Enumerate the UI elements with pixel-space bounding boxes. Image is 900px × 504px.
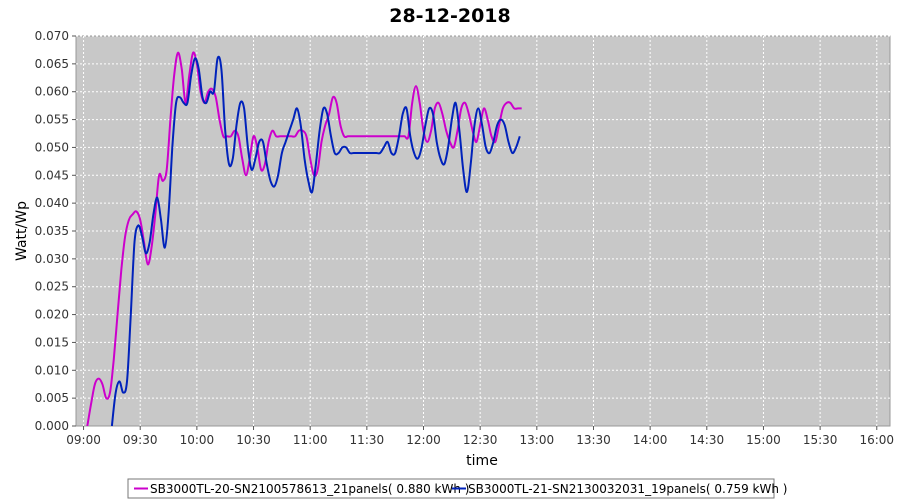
y-tick-label: 0.020 (35, 308, 69, 322)
series-layer (86, 51, 522, 427)
y-tick-label: 0.065 (35, 57, 69, 71)
y-tick-label: 0.025 (35, 280, 69, 294)
y-tick-label: 0.000 (35, 419, 69, 433)
x-tick-label: 11:30 (350, 433, 385, 447)
y-tick-label: 0.010 (35, 363, 69, 377)
y-tick-label: 0.060 (35, 85, 69, 99)
x-tick-label: 16:00 (859, 433, 894, 447)
legend-entry-series-2: SB3000TL-21-SN2130032031_19panels( 0.759… (468, 482, 787, 496)
x-tick-label: 09:00 (66, 433, 101, 447)
grid-lines (76, 35, 890, 426)
x-tick-label: 12:00 (406, 433, 441, 447)
x-tick-label: 14:30 (690, 433, 725, 447)
y-tick-label: 0.035 (35, 224, 69, 238)
legend-entry-series-1: SB3000TL-20-SN2100578613_21panels( 0.880… (150, 482, 469, 496)
x-tick-label: 15:00 (746, 433, 781, 447)
x-tick-label: 14:00 (633, 433, 668, 447)
x-tick-label: 12:30 (463, 433, 498, 447)
x-tick-label: 10:00 (180, 433, 215, 447)
y-tick-label: 0.045 (35, 168, 69, 182)
series-line-2 (110, 55, 521, 427)
y-tick-label: 0.055 (35, 113, 69, 127)
y-tick-label: 0.030 (35, 252, 69, 266)
y-tick-label: 0.005 (35, 391, 69, 405)
x-tick-label: 13:00 (520, 433, 555, 447)
y-tick-label: 0.070 (35, 29, 69, 43)
x-tick-label: 10:30 (236, 433, 271, 447)
x-axis: 09:00 09:30 10:00 10:30 11:00 11:30 12:00 12:30… (66, 426, 894, 447)
x-tick-label: 13:30 (576, 433, 611, 447)
y-tick-label: 0.015 (35, 335, 69, 349)
y-axis-label: Watt/Wp (14, 201, 30, 261)
legend: SB3000TL-20-SN2100578613_21panels( 0.880… (127, 478, 787, 499)
x-tick-label: 15:30 (803, 433, 838, 447)
y-tick-label: 0.040 (35, 196, 69, 210)
x-tick-label: 09:30 (123, 433, 158, 447)
x-axis-label: time (466, 453, 498, 469)
y-tick-label: 0.050 (35, 140, 69, 154)
x-tick-label: 11:00 (293, 433, 328, 447)
legend-box (127, 478, 775, 499)
plot-area (75, 35, 891, 427)
chart-title: 28-12-2018 (389, 5, 511, 27)
y-axis: 0.000 0.005 0.010 0.015 0.020 0.025 0.030 0.035… (35, 29, 76, 433)
